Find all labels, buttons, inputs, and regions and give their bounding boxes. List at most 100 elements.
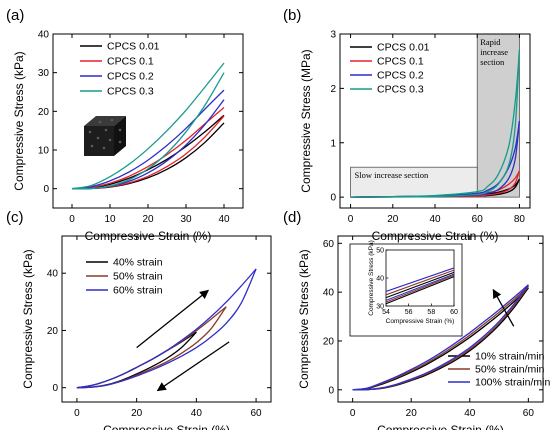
y-tick-label: 2 <box>330 84 336 95</box>
rapid-region-label: Rapid increase section <box>480 37 508 67</box>
y-tick-label: 0 <box>52 383 58 394</box>
legend-label: 10% strain/min <box>475 351 545 363</box>
x-tick-label: 0 <box>348 214 354 225</box>
y-tick-label: 0 <box>43 184 49 195</box>
x-tick-label: 60 <box>251 408 263 419</box>
panel-2: 0 20 40 60 0 20 40 Compressive Strain (%) Compre… <box>6 209 272 430</box>
y-tick-label: 40 <box>47 269 59 280</box>
inset-series-line <box>385 267 455 292</box>
inset-series-line <box>385 269 455 296</box>
cube-side-face <box>114 116 126 156</box>
x-tick-label: 40 <box>191 408 203 419</box>
inset-series-line <box>385 273 455 301</box>
series-line <box>71 89 225 190</box>
inset-plot: 54 56 58 60 30 40 50 Compressive Strain (%) Comp… <box>349 240 463 337</box>
legend-label: 50% strain/min <box>475 364 545 376</box>
panel-1: Slow increase section Rapid increase sectio… <box>283 7 531 243</box>
inset-x-tick-label: 54 <box>382 309 390 316</box>
legend-label: 60% strain <box>113 285 163 297</box>
x-tick-label: 20 <box>131 408 143 419</box>
inset-y-tick-label: 30 <box>376 304 384 311</box>
y-tick-label: 60 <box>323 239 335 250</box>
x-tick-label: 10 <box>104 214 116 225</box>
legend-label: CPCS 0.1 <box>377 56 424 68</box>
rapid-region-label-line: Rapid <box>480 37 501 47</box>
cube-pore <box>110 118 114 122</box>
series-line <box>71 72 225 190</box>
legend-label: CPCS 0.01 <box>377 42 430 54</box>
y-tick-label: 10 <box>38 146 50 157</box>
series-line <box>352 284 529 391</box>
y-axis-title: Compressive Stress (kPa) <box>21 249 35 388</box>
x-axis-title: Compressive Strain (%) <box>103 423 230 430</box>
foam-cube-image <box>84 116 126 156</box>
legend-label: CPCS 0.2 <box>377 70 424 82</box>
x-tick-label: 40 <box>218 214 230 225</box>
y-tick-label: 40 <box>38 30 50 41</box>
panel-letter: (d) <box>283 209 301 226</box>
cube-top-face <box>84 116 126 126</box>
slow-region-label: Slow increase section <box>355 170 429 180</box>
inset-series-line <box>385 276 455 305</box>
y-tick-label: 0 <box>328 385 334 396</box>
unloading-arrow <box>156 341 230 392</box>
y-tick-label: 20 <box>47 326 59 337</box>
cube-pore <box>118 128 122 132</box>
y-tick-label: 40 <box>323 288 335 299</box>
x-tick-label: 40 <box>464 408 476 419</box>
inset-y-tick-label: 40 <box>376 276 384 283</box>
cube-front-face <box>84 126 114 156</box>
y-tick-label: 20 <box>38 107 50 118</box>
rapid-region-label-line: section <box>480 57 505 67</box>
inset-series-line <box>385 271 455 299</box>
series-line <box>71 62 225 190</box>
series-line <box>76 306 227 389</box>
inset-x-tick-label: 60 <box>450 309 458 316</box>
y-axis-title: Compressive Stress (MPa) <box>299 49 313 192</box>
x-tick-label: 60 <box>523 408 535 419</box>
legend-label: CPCS 0.3 <box>107 86 154 98</box>
inset-series-line <box>385 274 455 303</box>
cube-pore <box>104 128 108 132</box>
inset-x-tick-label: 56 <box>405 309 413 316</box>
x-tick-label: 30 <box>180 214 192 225</box>
x-tick-label: 20 <box>142 214 154 225</box>
cube-pore <box>118 140 122 144</box>
y-axis-title: Compressive Stress (kPa) <box>12 51 26 190</box>
series-line <box>352 285 529 391</box>
legend-label: CPCS 0.01 <box>107 41 160 53</box>
panel-3: 0 20 40 60 0 20 40 60 Compressive Strain (%) Comp… <box>283 209 550 430</box>
series-line <box>71 107 225 190</box>
slow-region-shade <box>350 166 478 198</box>
series-line <box>76 331 197 389</box>
y-tick-label: 1 <box>330 138 336 149</box>
x-tick-label: 0 <box>74 408 80 419</box>
y-axis-title: Compressive Stress (kPa) <box>297 249 311 388</box>
series-line <box>352 284 529 391</box>
inset-y-tick-label: 50 <box>376 248 384 255</box>
legend-label: CPCS 0.2 <box>107 71 154 83</box>
x-tick-label: 0 <box>69 214 75 225</box>
legend-label: 50% strain <box>113 271 163 283</box>
cube-pore <box>98 120 102 124</box>
series-line <box>76 331 197 389</box>
cube-pore <box>90 144 94 148</box>
series-line <box>350 50 521 198</box>
plot-frame <box>61 235 272 403</box>
cube-pore <box>102 146 106 150</box>
x-tick-label: 80 <box>514 214 526 225</box>
loading-arrow <box>136 289 210 349</box>
y-tick-label: 0 <box>330 193 336 204</box>
panel-letter: (a) <box>6 7 24 24</box>
cube-pore <box>96 136 100 140</box>
x-tick-label: 0 <box>350 408 356 419</box>
y-tick-label: 3 <box>330 30 336 41</box>
x-tick-label: 20 <box>406 408 418 419</box>
x-tick-label: 60 <box>472 214 484 225</box>
series-line <box>76 268 257 389</box>
legend-label: CPCS 0.3 <box>377 84 424 96</box>
legend-label: CPCS 0.1 <box>107 56 154 68</box>
rapid-region-label-line: increase <box>480 47 508 57</box>
series-line <box>76 268 257 389</box>
